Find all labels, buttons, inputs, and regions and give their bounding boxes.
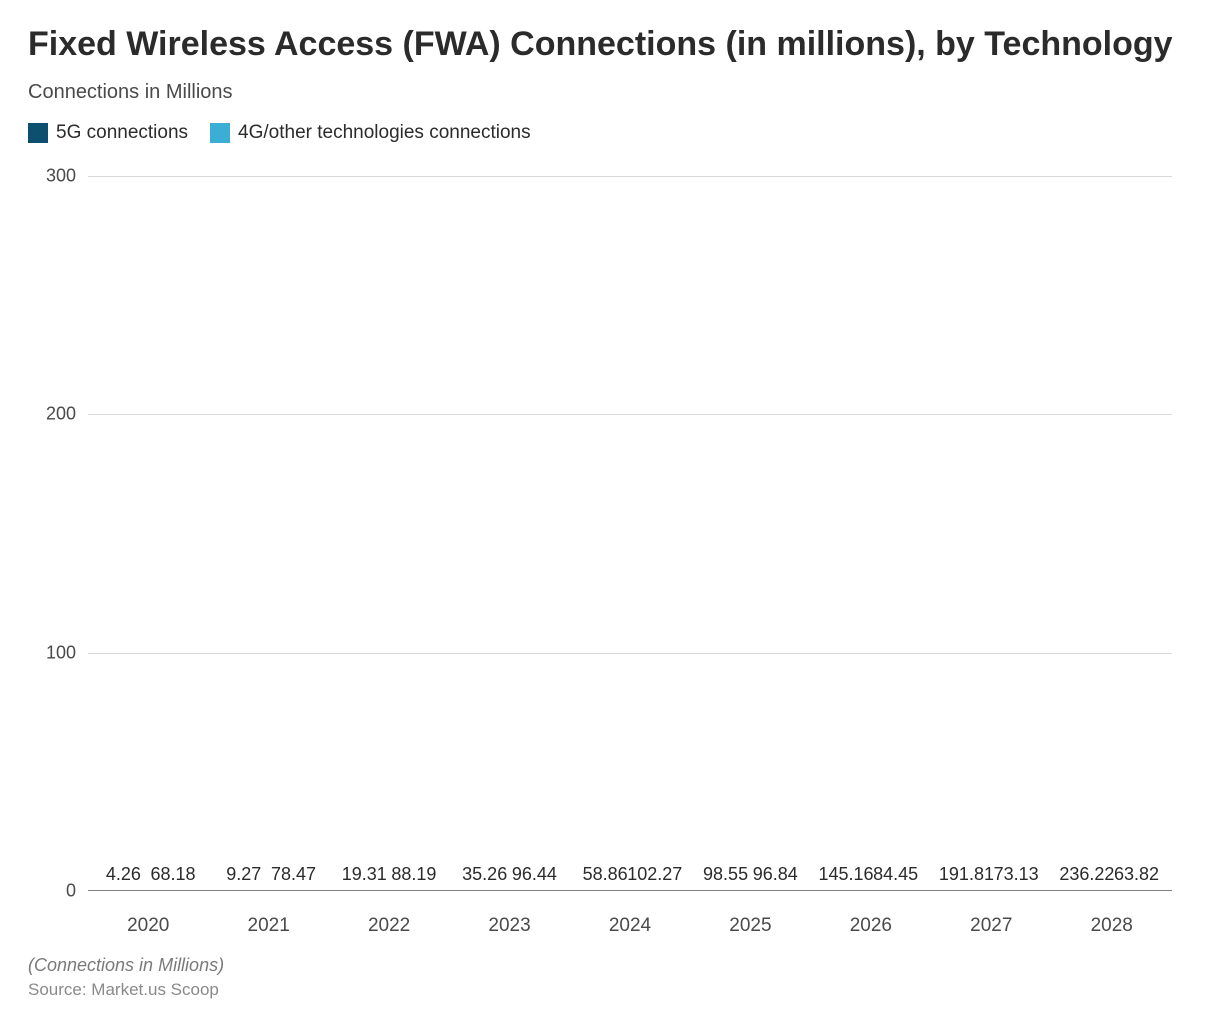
x-tick-label: 2022: [329, 901, 449, 951]
bar-value-label: 9.27: [226, 864, 261, 891]
x-tick-label: 2024: [570, 901, 690, 951]
plot-area: 4.2668.189.2778.4719.3188.1935.2696.4458…: [88, 176, 1172, 891]
x-tick-label: 2028: [1052, 901, 1172, 951]
x-tick-label: 2025: [690, 901, 810, 951]
bar-value-label: 4.26: [106, 864, 141, 891]
bar-value-label: 35.26: [462, 864, 507, 891]
bar-group: 145.1684.45: [811, 176, 931, 891]
bar-value-label: 236.22: [1059, 864, 1114, 891]
bar-group: 191.8173.13: [931, 176, 1051, 891]
bar-value-label: 68.18: [151, 864, 196, 891]
legend-label-4g: 4G/other technologies connections: [238, 122, 531, 144]
bar-value-label: 58.86: [583, 864, 628, 891]
x-tick-label: 2021: [208, 901, 328, 951]
bar-value-label: 73.13: [994, 864, 1039, 891]
bar-value-label: 63.82: [1114, 864, 1159, 891]
chart-area: 4.2668.189.2778.4719.3188.1935.2696.4458…: [28, 166, 1192, 951]
bar-group: 4.26 68.18: [88, 176, 208, 891]
y-tick-label: 300: [46, 165, 88, 186]
bar-groups: 4.2668.189.2778.4719.3188.1935.2696.4458…: [88, 176, 1172, 891]
bar-value-label: 98.55: [703, 864, 748, 891]
footnote: (Connections in Millions): [28, 955, 1192, 976]
x-tick-label: 2023: [449, 901, 569, 951]
bar-value-label: 19.31: [342, 864, 387, 891]
source-line: Source: Market.us Scoop: [28, 980, 1192, 1000]
legend: 5G connections 4G/other technologies con…: [28, 122, 1192, 144]
bar-value-label: 96.84: [753, 864, 798, 891]
x-axis-line: [88, 890, 1172, 891]
bar-value-label: 102.27: [627, 864, 682, 891]
chart-container: Fixed Wireless Access (FWA) Connections …: [0, 0, 1220, 1020]
bar-group: 98.5596.84: [690, 176, 810, 891]
bar-value-label: 191.81: [939, 864, 994, 891]
chart-title: Fixed Wireless Access (FWA) Connections …: [28, 24, 1192, 65]
bar-group: 58.86102.27: [570, 176, 690, 891]
bar-group: 19.3188.19: [329, 176, 449, 891]
bar-value-label: 78.47: [271, 864, 316, 891]
chart-footer: (Connections in Millions) Source: Market…: [28, 955, 1192, 1000]
bar-value-label: 96.44: [512, 864, 557, 891]
gridline: [88, 414, 1172, 415]
y-tick-label: 200: [46, 404, 88, 425]
bar-group: 236.2263.82: [1052, 176, 1172, 891]
legend-item-4g: 4G/other technologies connections: [210, 122, 531, 144]
legend-label-5g: 5G connections: [56, 122, 188, 144]
x-tick-label: 2026: [811, 901, 931, 951]
legend-swatch-4g: [210, 123, 230, 143]
y-tick-label: 100: [46, 642, 88, 663]
legend-item-5g: 5G connections: [28, 122, 188, 144]
x-axis-labels: 202020212022202320242025202620272028: [88, 901, 1172, 951]
gridline: [88, 176, 1172, 177]
gridline: [88, 653, 1172, 654]
bar-value-label: 88.19: [391, 864, 436, 891]
bar-value-label: 145.16: [818, 864, 873, 891]
bar-group: 35.2696.44: [449, 176, 569, 891]
x-tick-label: 2020: [88, 901, 208, 951]
x-tick-label: 2027: [931, 901, 1051, 951]
bar-value-label: 84.45: [873, 864, 918, 891]
legend-swatch-5g: [28, 123, 48, 143]
y-tick-label: 0: [66, 881, 88, 902]
bar-group: 9.27 78.47: [208, 176, 328, 891]
chart-subtitle: Connections in Millions: [28, 81, 1192, 104]
